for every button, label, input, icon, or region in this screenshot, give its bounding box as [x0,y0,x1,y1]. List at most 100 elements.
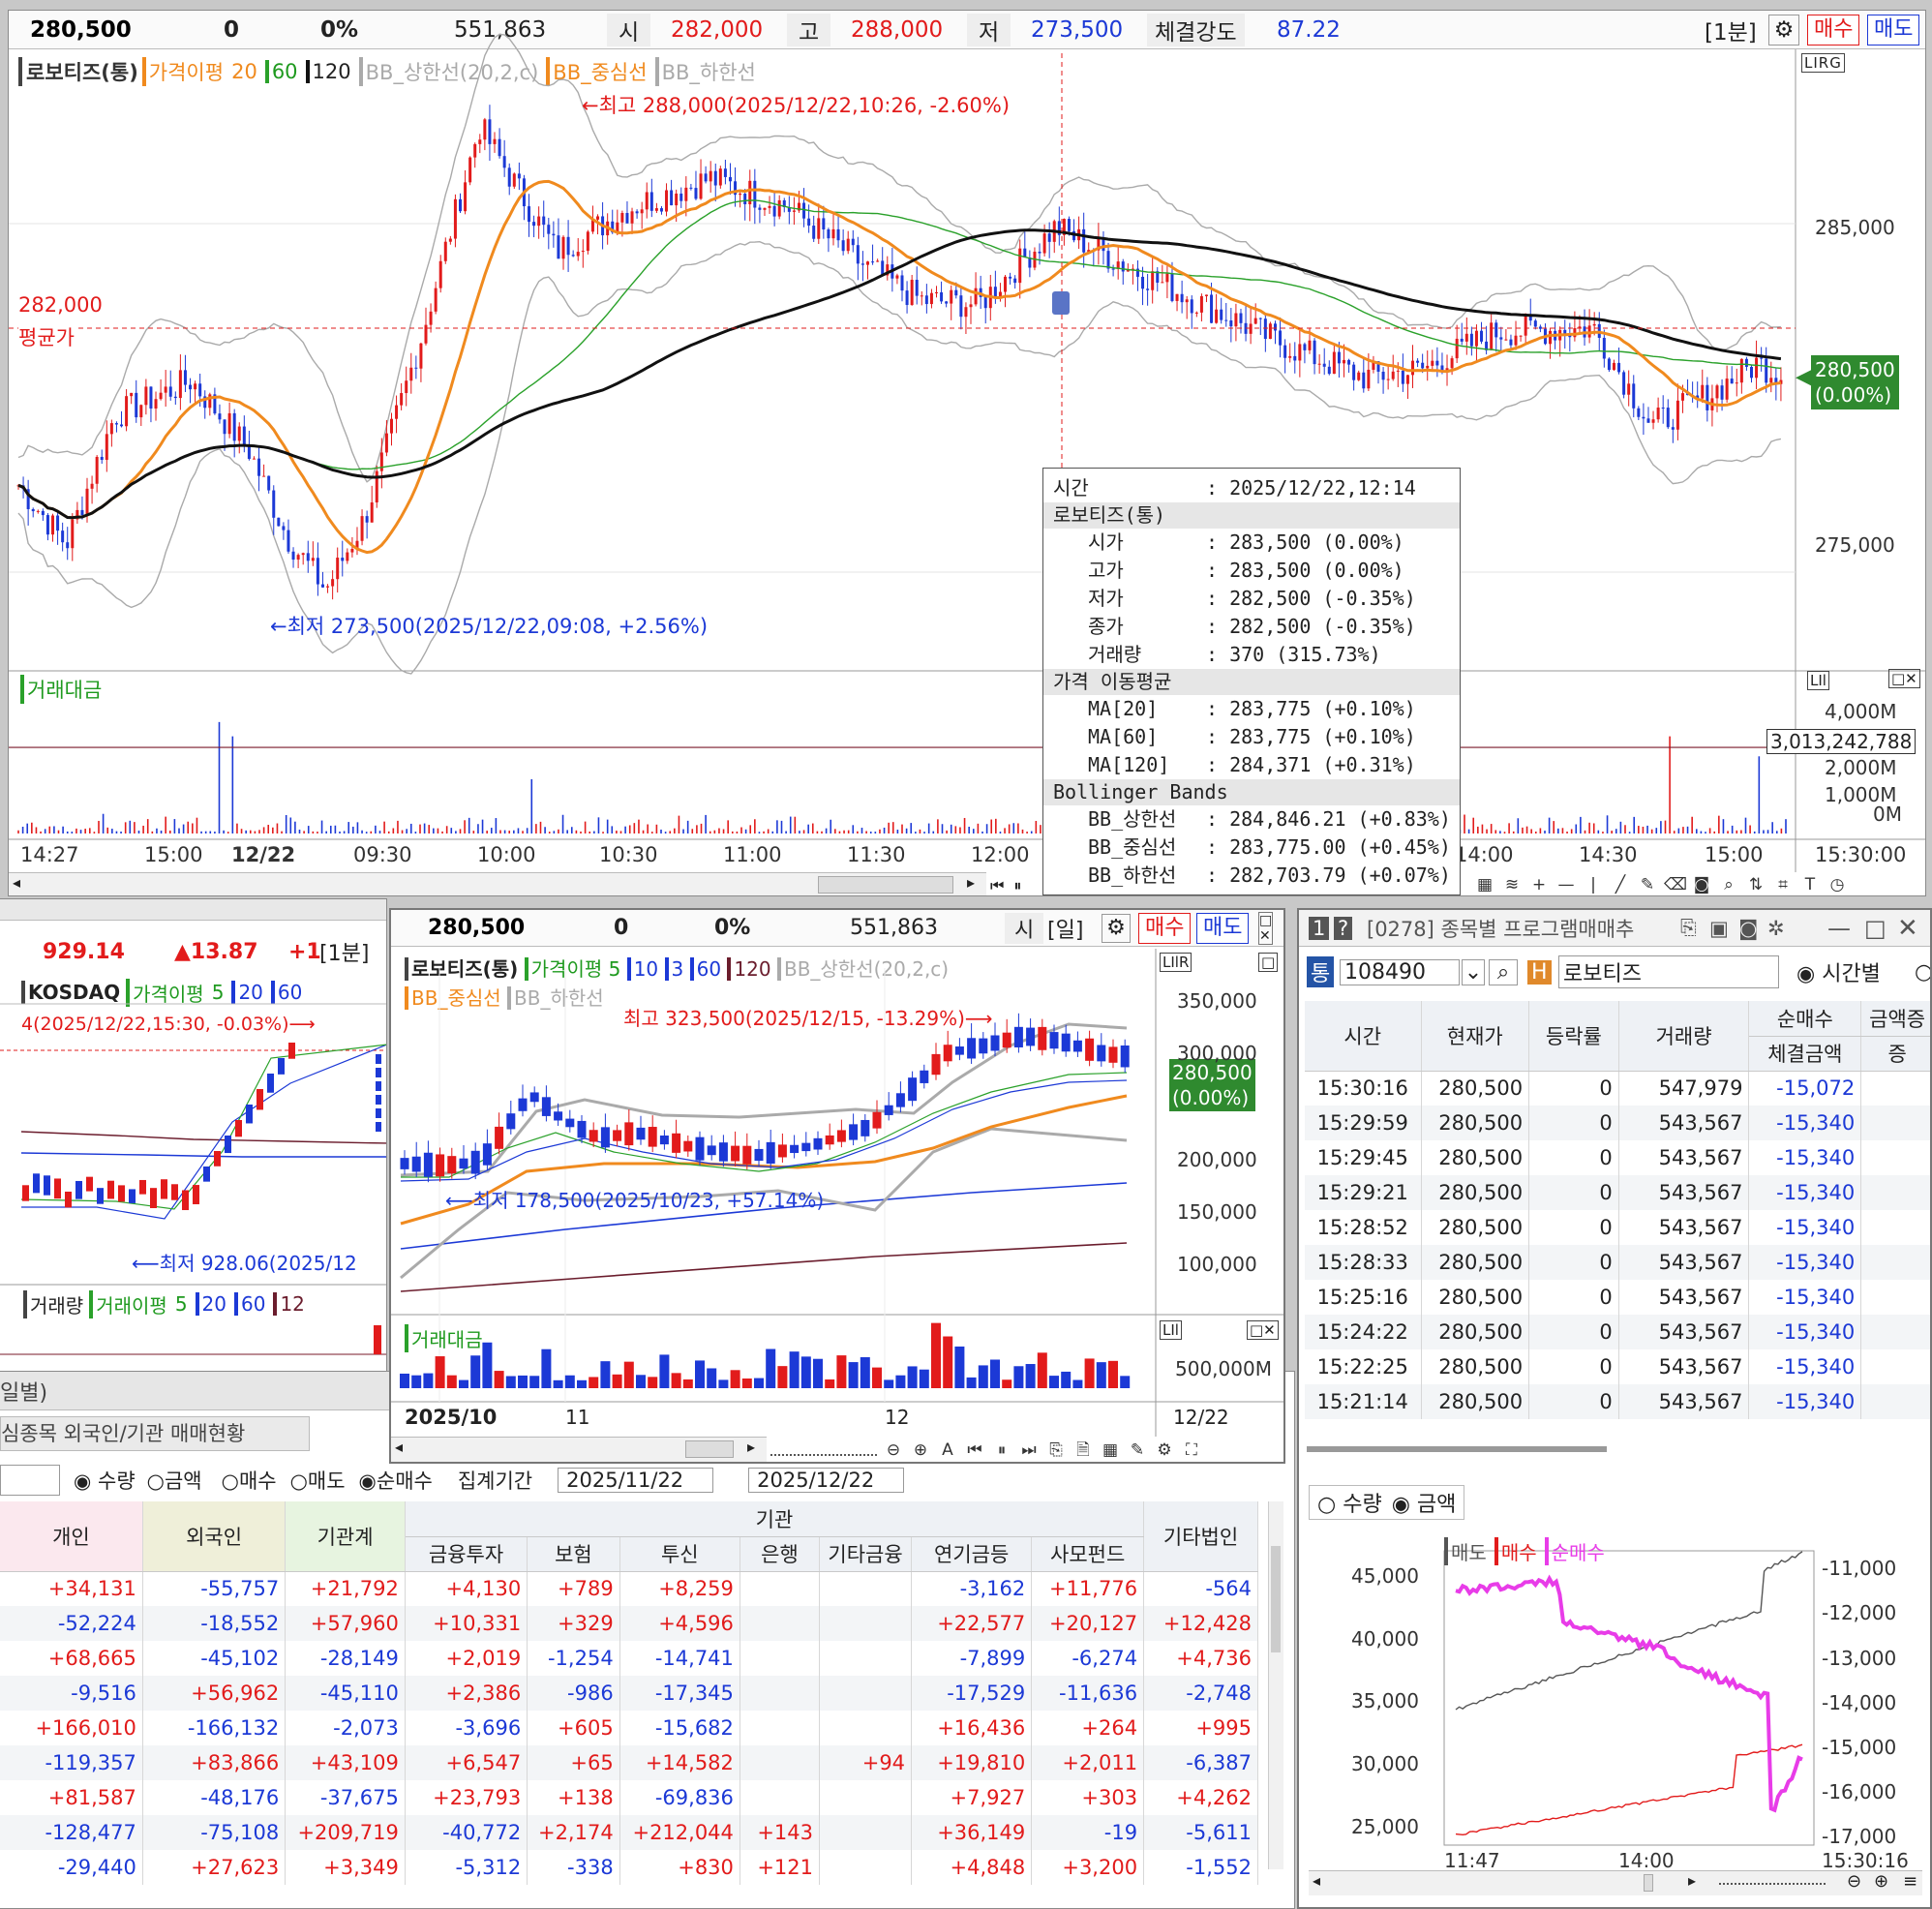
radio-net[interactable]: ◉순매수 [358,1470,433,1493]
daily-scrollbar[interactable]: ◂ ▸ [391,1437,767,1462]
table-row[interactable]: 15:24:22 280,500 0 543,567 -15,340 [1305,1315,1930,1349]
main-scroll-thumb[interactable] [818,876,953,894]
table-row[interactable]: -128,477 -75,108 +209,719 -40,772 +2,174 +212… [0,1815,1258,1850]
table-row[interactable]: 15:29:45 280,500 0 543,567 -15,340 [1305,1140,1930,1175]
pause-icon[interactable]: ⏸ [1013,876,1022,894]
date-to[interactable]: 2025/12/22 [748,1468,905,1493]
close-icon[interactable]: ✕ [1897,913,1918,943]
stock-type-icon[interactable]: 통 [1307,956,1335,987]
grid-icon[interactable]: ▦ [1102,1440,1119,1460]
main-scrollbar[interactable]: ◂ ▸ [9,872,986,895]
daily-scroll-right-icon[interactable]: ▸ [747,1438,756,1456]
scroll-left-icon[interactable]: ◂ [13,873,21,892]
chart-radio-amount[interactable]: ◉ 금액 [1391,1493,1457,1517]
table-row[interactable]: 15:29:59 280,500 0 543,567 -15,340 [1305,1106,1930,1140]
table-row[interactable]: 15:21:14 280,500 0 543,567 -15,340 [1305,1384,1930,1419]
prog-scroll-left-icon[interactable]: ◂ [1313,1871,1321,1890]
table-row[interactable]: +34,131 -55,757 +21,792 +4,130 +789 +8,259 -3,… [0,1571,1258,1606]
daily-last-icon[interactable]: ⏭ [1021,1440,1037,1460]
chart-icon[interactable]: ▦ [1476,875,1494,894]
fibo-icon[interactable]: ≋ [1504,875,1520,894]
daily-slider[interactable] [770,1444,877,1456]
daily-interval[interactable]: [일] [1047,918,1084,943]
code-dropdown-icon[interactable]: ⌄ [1462,958,1485,985]
table-row[interactable]: -9,516 +56,962 -45,110 +2,386 -986 -17,345 -17… [0,1676,1258,1711]
table-row[interactable]: 15:28:33 280,500 0 543,567 -15,340 [1305,1245,1930,1280]
investor-vscroll-thumb[interactable] [1271,1546,1281,1652]
prog-scroll-right-icon[interactable]: ▸ [1688,1871,1697,1890]
daily-sell-button[interactable]: 매도 [1196,912,1250,944]
investor-tab-daily[interactable]: 일별) [0,1381,48,1406]
table-row[interactable]: -119,357 +83,866 +43,109 +6,547 +65 +14,582 +9… [0,1745,1258,1780]
daily-close-icon[interactable]: □ ✕ [1258,912,1274,945]
search-icon[interactable]: ⌕ [1489,958,1518,985]
table-row[interactable]: 15:28:52 280,500 0 543,567 -15,340 [1305,1210,1930,1245]
prog-slider[interactable] [1719,1883,1826,1885]
daily-scroll-thumb[interactable] [685,1440,734,1458]
help-icon[interactable]: ? [1334,916,1353,940]
chart-radio-quantity[interactable]: ○ 수량 [1317,1493,1382,1517]
buy-button[interactable]: 매수 [1807,14,1860,45]
clock-icon[interactable]: ◷ [1829,875,1845,894]
daily-scroll-left-icon[interactable]: ◂ [395,1438,404,1456]
radio-amount[interactable]: ○금액 [146,1470,202,1493]
interval-selector[interactable]: [1분] [1705,19,1757,45]
stock-code-input[interactable]: 108490 [1340,958,1460,985]
mode-radio-time[interactable]: ◉ 시간별 [1796,962,1881,986]
lirg-toggle[interactable]: LIRG [1801,53,1845,73]
link-icon[interactable]: ⎘ [1680,916,1697,939]
program-hscroll[interactable] [1303,1442,1930,1468]
zoom-in-icon[interactable]: ⊕ [913,1440,928,1460]
zoom-icon[interactable]: ⌕ [1724,875,1734,894]
zoom-out-icon[interactable]: ⊖ [886,1440,901,1460]
settings-icon[interactable]: ✲ [1767,916,1785,940]
investor-vscroll[interactable] [1268,1501,1283,1869]
daily-vol-max-icon[interactable]: □✕ [1247,1320,1279,1340]
daily-gear-small-icon[interactable]: ⚙ [1157,1440,1172,1460]
date-from[interactable]: 2025/11/22 [558,1468,714,1493]
table-row[interactable]: 15:25:16 280,500 0 543,567 -15,340 [1305,1280,1930,1315]
export-icon[interactable]: ⎘ [1049,1440,1063,1460]
order-icon[interactable]: ⇅ [1748,875,1764,894]
table-row[interactable]: -52,224 -18,552 +57,960 +10,331 +329 +4,596 +2… [0,1606,1258,1641]
investor-tab-interest[interactable]: 심종목 외국인/기관 매매현황 [0,1416,310,1451]
scroll-right-icon[interactable]: ▸ [967,873,976,892]
draw-icon[interactable]: ✎ [1130,1440,1145,1460]
sell-button[interactable]: 매도 [1867,14,1920,45]
fullscreen-icon[interactable]: ⛶ [1186,1440,1197,1460]
prog-menu-icon[interactable]: ≡ [1903,1871,1918,1892]
investor-select[interactable] [0,1465,60,1496]
table-row[interactable]: +68,665 -45,102 -28,149 +2,019 -1,254 -14,741… [0,1641,1258,1676]
radio-sell[interactable]: ○매도 [289,1470,346,1493]
text-a-icon[interactable]: A [942,1440,953,1460]
program-chart-scroll-thumb[interactable] [1644,1874,1653,1892]
kosdaq-interval[interactable]: [1분] [319,942,370,966]
daily-pause-icon[interactable]: ⏸ [997,1440,1007,1460]
daily-vol-lil[interactable]: LIl [1160,1320,1182,1340]
program-hscroll-thumb[interactable] [1307,1446,1607,1452]
minimize-icon[interactable]: — [1827,914,1851,942]
crosshair-icon[interactable]: + [1531,875,1547,894]
hline-icon[interactable]: — [1557,875,1575,894]
prog-zoom-out-icon[interactable]: ⊖ [1847,1871,1862,1892]
volume-maximize-icon[interactable]: □✕ [1888,669,1920,688]
layout-icon[interactable]: ▣ [1709,916,1729,940]
table-row[interactable]: -29,440 +27,623 +3,349 -5,312 -338 +830 +121 +4… [0,1850,1258,1885]
capture-icon[interactable]: ◙ [1738,916,1759,940]
volume-lil-toggle[interactable]: LIl [1807,671,1829,690]
period-icon[interactable]: ⌗ [1778,875,1788,894]
pen-icon[interactable]: ✎ [1640,875,1655,894]
vline-icon[interactable]: | [1590,875,1596,894]
table-row[interactable]: 15:22:25 280,500 0 543,567 -15,340 [1305,1349,1930,1384]
prog-zoom-in-icon[interactable]: ⊕ [1874,1871,1889,1892]
program-chart-scroll[interactable]: ◂ ▸ ⊖ ⊕ ≡ [1309,1870,1922,1895]
eraser-icon[interactable]: ⌫ [1664,875,1688,894]
favorite-icon[interactable]: H [1527,959,1552,985]
mode-radio-other[interactable]: ○ [1915,959,1932,985]
table-row[interactable]: +81,587 -48,176 -37,675 +23,793 +138 -69,836 +… [0,1780,1258,1815]
table-row[interactable]: 15:29:21 280,500 0 543,567 -15,340 [1305,1175,1930,1210]
daily-first-icon[interactable]: ⏮ [967,1440,982,1460]
window-number-icon[interactable]: 1 [1309,916,1330,940]
radio-quantity[interactable]: ◉ 수량 [74,1470,136,1493]
daily-buy-button[interactable]: 매수 [1138,912,1192,944]
